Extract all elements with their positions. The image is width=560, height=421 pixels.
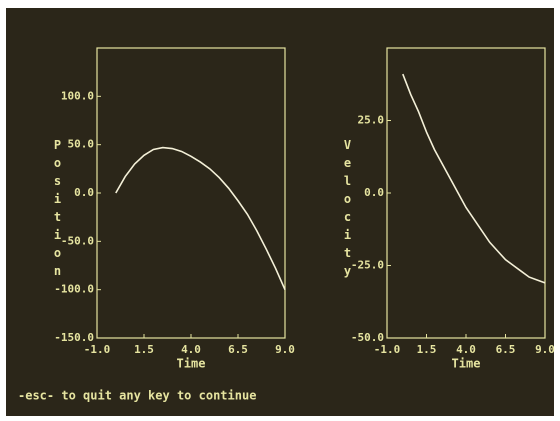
y-tick-label: 25.0 xyxy=(358,114,385,127)
x-tick-label: 6.5 xyxy=(496,343,516,356)
y-axis-label: Position xyxy=(51,138,65,282)
y-axis-label: Velocity xyxy=(341,138,355,282)
x-tick-label: 9.0 xyxy=(535,343,555,356)
x-axis-label: Time xyxy=(452,357,481,371)
x-tick-label: -1.0 xyxy=(84,343,111,356)
x-tick-label: 6.5 xyxy=(228,343,248,356)
y-tick-label: 0.0 xyxy=(364,186,384,199)
x-tick-label: 9.0 xyxy=(275,343,295,356)
x-tick-label: 4.0 xyxy=(181,343,201,356)
y-tick-label: 100.0 xyxy=(61,89,94,102)
screen: -esc- to quit any key to continue -150.0… xyxy=(0,0,560,421)
x-axis-label: Time xyxy=(177,357,206,371)
y-tick-label: 50.0 xyxy=(68,138,95,151)
x-tick-label: -1.0 xyxy=(374,343,401,356)
x-tick-label: 1.5 xyxy=(134,343,154,356)
footer-prompt: -esc- to quit any key to continue xyxy=(18,389,256,403)
y-tick-label: -50.0 xyxy=(61,234,94,247)
x-tick-label: 4.0 xyxy=(456,343,476,356)
x-tick-label: 1.5 xyxy=(417,343,437,356)
y-tick-label: 0.0 xyxy=(74,186,94,199)
y-tick-label: -25.0 xyxy=(351,259,384,272)
y-tick-label: -100.0 xyxy=(54,283,94,296)
